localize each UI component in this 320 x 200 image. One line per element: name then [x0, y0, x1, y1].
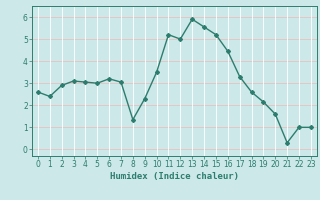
X-axis label: Humidex (Indice chaleur): Humidex (Indice chaleur) — [110, 172, 239, 181]
